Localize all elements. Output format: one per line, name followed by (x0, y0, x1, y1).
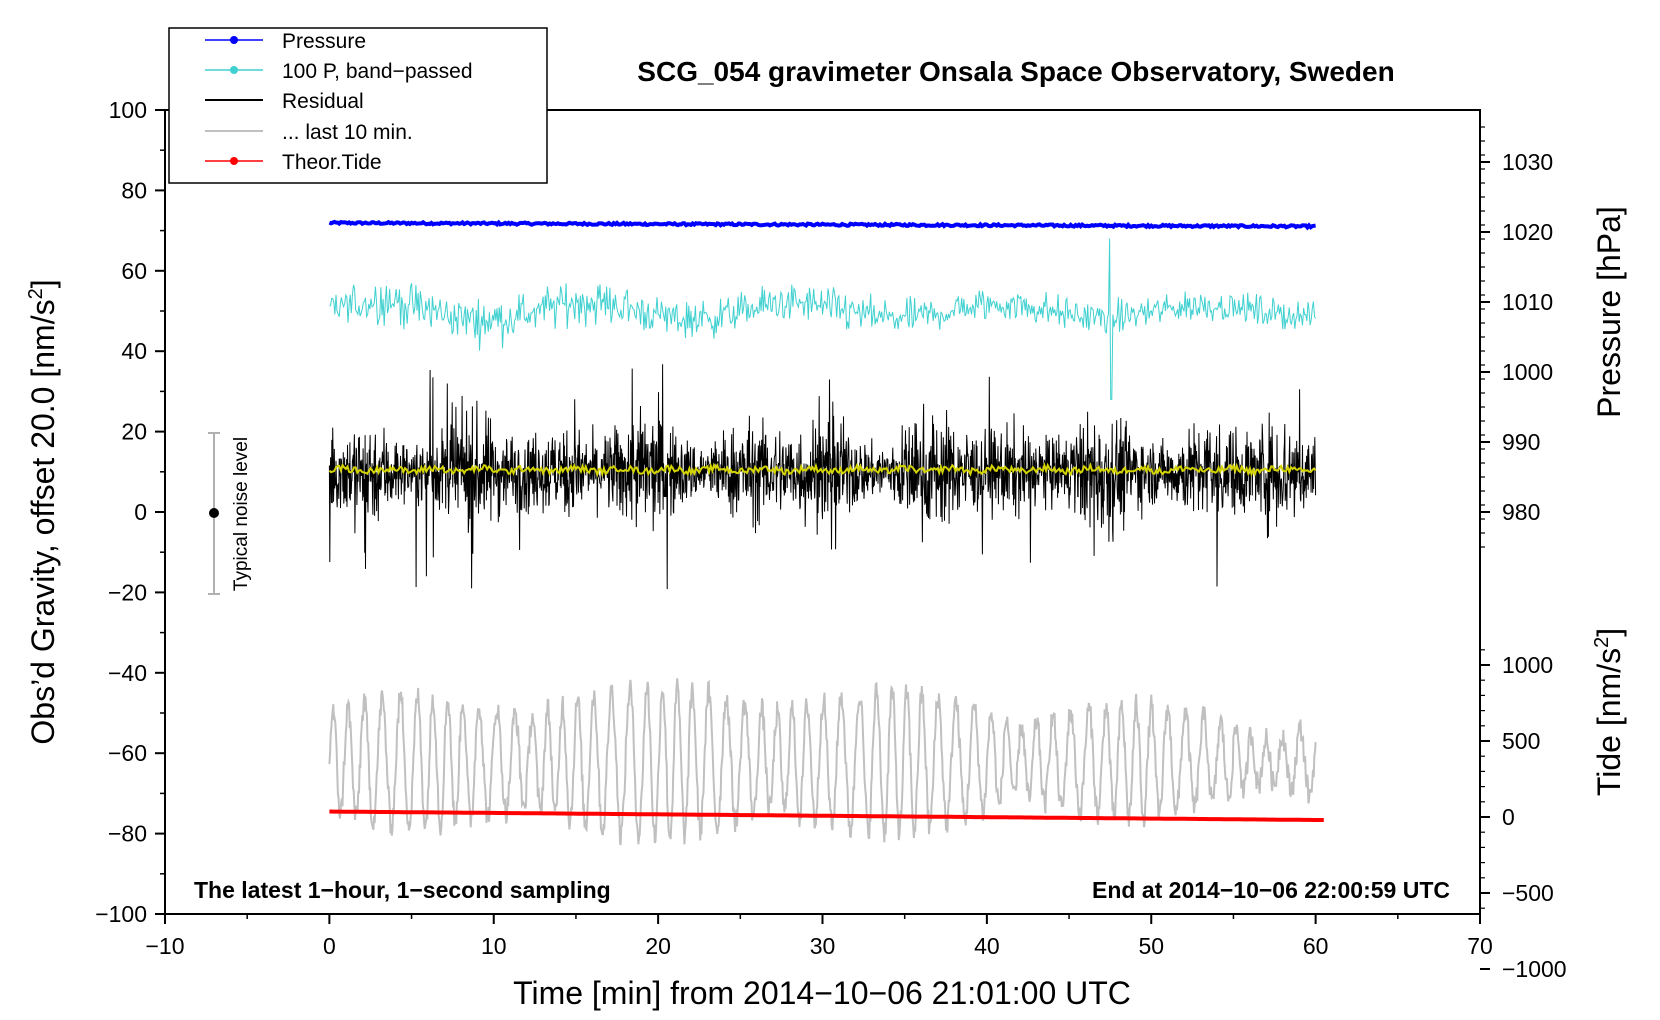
legend: Pressure 100 P, band−passed Residual ...… (168, 27, 548, 184)
legend-label-residual: Residual (282, 90, 364, 113)
tide-axis-label-main: Tide [nm/s (1591, 648, 1627, 796)
legend-entry-pressure: Pressure (205, 30, 366, 53)
pressure-tick-label: 1010 (1502, 289, 1553, 315)
pressure-tick-label: 980 (1502, 499, 1540, 525)
tide-tick-label: −1000 (1502, 956, 1567, 982)
legend-label-theor-tide: Theor.Tide (282, 151, 382, 174)
noise-level-label: Typical noise level (231, 437, 252, 591)
legend-entry-last-10-min: ... last 10 min. (205, 121, 413, 144)
series-residual-smoothed-line (328, 461, 1317, 478)
series-theor-tide-line (329, 809, 1324, 822)
pressure-axis-ticks: 980 990 1000 1010 1020 1030 (1480, 126, 1553, 548)
legend-marker-theor-tide (230, 157, 238, 165)
series-residual-line (328, 364, 1317, 590)
y-tick-label: 20 (121, 419, 147, 445)
legend-entry-band-passed: 100 P, band−passed (205, 60, 473, 83)
x-tick-label: −10 (145, 933, 184, 959)
x-axis-ticks: −10 0 10 20 30 40 50 60 70 (145, 914, 1493, 959)
y-tick-label: −20 (108, 579, 147, 605)
x-tick-label: 70 (1467, 933, 1493, 959)
pressure-tick-label: 1020 (1502, 219, 1553, 245)
x-tick-label: 10 (481, 933, 507, 959)
y-axis-ticks: −100 −80 −60 −40 −20 0 20 40 60 80 100 (95, 97, 165, 927)
legend-label-last-10-min: ... last 10 min. (282, 121, 413, 144)
pressure-tick-label: 1030 (1502, 149, 1553, 175)
y-tick-label: −80 (108, 821, 147, 847)
noise-level-indicator: Typical noise level (208, 432, 252, 595)
chart-title: SCG_054 gravimeter Onsala Space Observat… (637, 56, 1394, 87)
y-axis-label-close: ] (25, 279, 61, 288)
x-tick-label: 60 (1303, 933, 1329, 959)
note-sampling: The latest 1−hour, 1−second sampling (194, 877, 611, 903)
x-tick-label: 0 (323, 933, 336, 959)
x-axis-label: Time [min] from 2014−10−06 21:01:00 UTC (513, 975, 1131, 1011)
y-tick-label: −40 (108, 660, 147, 686)
x-tick-label: 20 (645, 933, 671, 959)
x-tick-label: 30 (810, 933, 836, 959)
tide-tick-label: −500 (1502, 880, 1554, 906)
legend-marker-pressure (230, 36, 238, 44)
tide-axis-label: Tide [nm/s2] (1591, 628, 1627, 796)
pressure-tick-label: 990 (1502, 429, 1540, 455)
tide-axis-label-sup: 2 (1591, 637, 1613, 648)
series-group (328, 219, 1324, 846)
y-tick-label: 40 (121, 338, 147, 364)
legend-box (168, 27, 548, 184)
legend-label-pressure: Pressure (282, 30, 366, 53)
series-pressure-line (328, 219, 1316, 231)
series-last-10-min-line (328, 678, 1317, 846)
y-tick-label: 0 (134, 499, 147, 525)
legend-entry-theor-tide: Theor.Tide (205, 151, 382, 174)
tide-tick-label: 1000 (1502, 652, 1553, 678)
series-band-passed-line (329, 238, 1317, 400)
tide-axis-label-close: ] (1591, 628, 1627, 637)
legend-label-band-passed: 100 P, band−passed (282, 60, 473, 83)
y-tick-label: −100 (95, 901, 147, 927)
y-axis-label-main: Obs’d Gravity, offset 20.0 [nm/s (25, 299, 61, 744)
pressure-tick-label: 1000 (1502, 359, 1553, 385)
y-tick-label: 60 (121, 258, 147, 284)
y-tick-label: −60 (108, 740, 147, 766)
x-tick-label: 50 (1138, 933, 1164, 959)
legend-entry-residual: Residual (205, 90, 364, 113)
legend-marker-band-passed (230, 66, 238, 74)
tide-tick-label: 500 (1502, 728, 1540, 754)
pressure-axis-label: Pressure [hPa] (1591, 206, 1627, 418)
y-tick-label: 80 (121, 177, 147, 203)
x-tick-label: 40 (974, 933, 1000, 959)
noise-center-dot (209, 508, 219, 518)
tide-tick-label: 0 (1502, 804, 1515, 830)
y-tick-label: 100 (109, 97, 147, 123)
y-axis-label: Obs’d Gravity, offset 20.0 [nm/s2] (25, 279, 61, 744)
note-end-time: End at 2014−10−06 22:00:59 UTC (1092, 877, 1450, 903)
y-axis-label-sup: 2 (25, 288, 47, 299)
